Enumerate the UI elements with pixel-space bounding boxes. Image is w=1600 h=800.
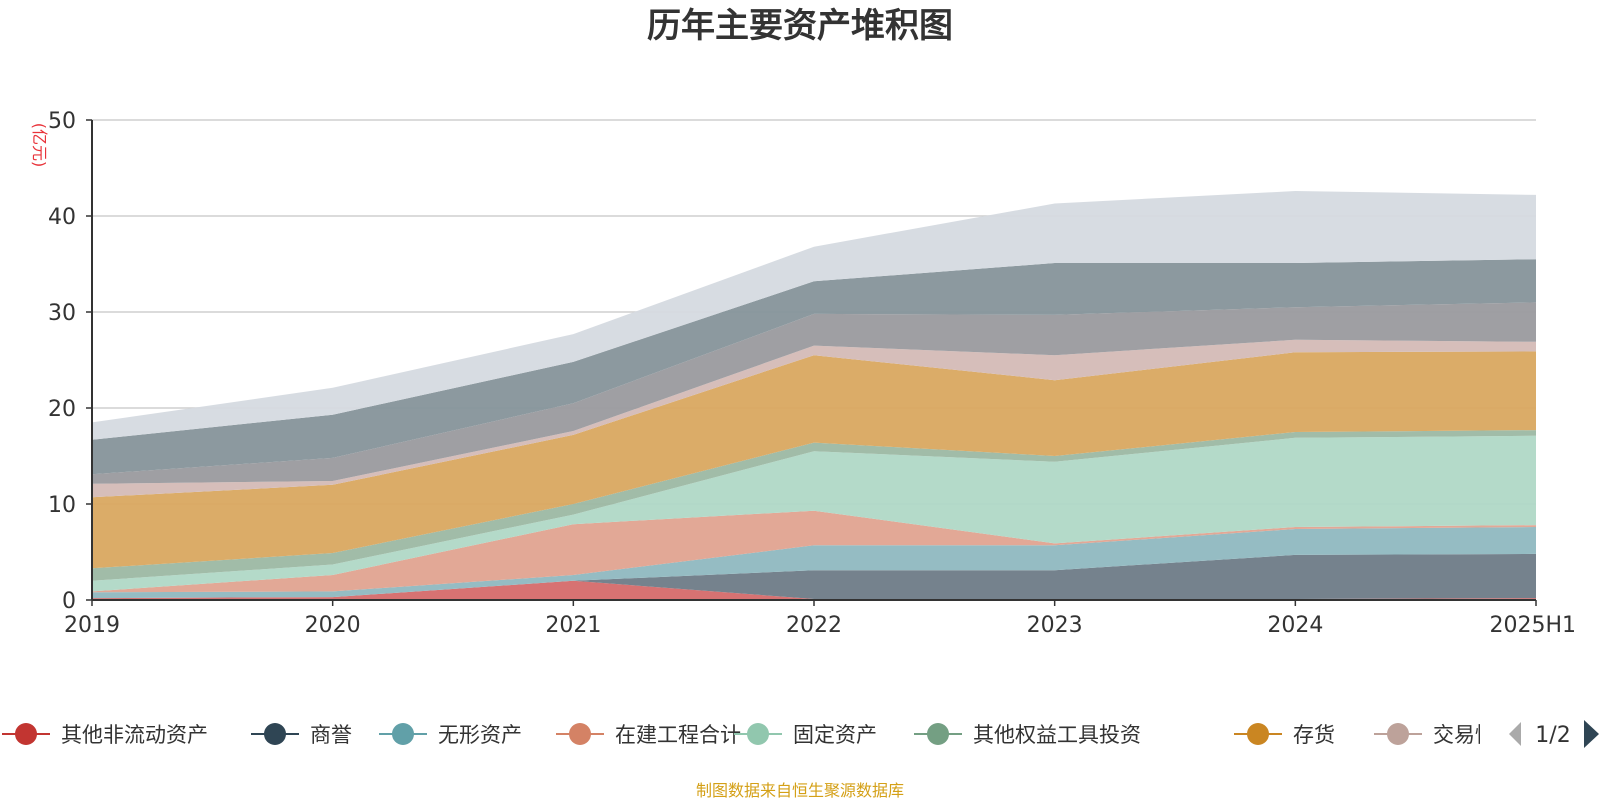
area-series-2[interactable] (92, 553, 1536, 599)
area-series-1[interactable] (92, 580, 1536, 600)
legend-prev-arrow-icon[interactable] (1509, 722, 1521, 746)
legend-item[interactable]: 其他非流动资产 (2, 723, 208, 747)
source-note: 制图数据来自恒生聚源数据库 (696, 781, 904, 800)
area-series-11[interactable] (92, 191, 1536, 440)
area-series-3[interactable] (92, 527, 1536, 599)
x-tick-label: 2020 (305, 613, 361, 638)
legend-item[interactable]: 在建工程合计 (556, 723, 741, 747)
legend-next-arrow-icon[interactable] (1584, 720, 1599, 748)
legend-item[interactable]: 固定资产 (734, 723, 877, 747)
legend-label: 无形资产 (438, 723, 522, 747)
legend-marker (1387, 723, 1409, 745)
area-series-8[interactable] (92, 339, 1536, 498)
legend-label: 其他权益工具投资 (973, 723, 1141, 747)
x-tick-label: 2021 (545, 613, 601, 638)
chart-title: 历年主要资产堆积图 (647, 6, 953, 46)
area-series-10[interactable] (92, 259, 1536, 475)
y-axis-unit: (亿元) (30, 123, 49, 168)
y-tick-label: 0 (62, 589, 76, 614)
area-series-5[interactable] (92, 435, 1536, 592)
area-series-9[interactable] (92, 302, 1536, 484)
x-tick-label: 2025H1 (1489, 613, 1576, 638)
legend-label: 其他非流动资产 (61, 723, 208, 747)
stacked-areas (92, 191, 1536, 600)
y-tick-label: 40 (48, 205, 76, 230)
legend-marker (569, 723, 591, 745)
x-tick-label: 2019 (64, 613, 120, 638)
legend-label: 固定资产 (793, 723, 877, 747)
legend-item[interactable]: 其他权益工具投资 (914, 723, 1141, 747)
legend-clip (1480, 714, 1600, 754)
legend-marker (747, 723, 769, 745)
axes: 0 10 20 30 40 50 2019 2020 2021 2022 2023 2024 2025H… (48, 109, 1576, 638)
legend-page-indicator: 1/2 (1535, 723, 1570, 748)
y-tick-label: 10 (48, 493, 76, 518)
y-tick-label: 50 (48, 109, 76, 134)
legend-marker (1247, 723, 1269, 745)
area-series-4[interactable] (92, 510, 1536, 593)
legend-marker (15, 723, 37, 745)
area-series-7[interactable] (92, 351, 1536, 569)
legend-item[interactable]: 交易性 (1374, 723, 1496, 747)
legend: 其他非流动资产 商誉 无形资产 在建工程合计 固定资产 其他权益工具投资 存货 交易性 1/2 (2, 714, 1600, 754)
legend-label: 商誉 (310, 723, 352, 747)
legend-marker (927, 723, 949, 745)
area-series-6[interactable] (92, 430, 1536, 581)
y-tick-label: 30 (48, 301, 76, 326)
legend-label: 在建工程合计 (615, 723, 741, 747)
x-tick-label: 2022 (786, 613, 842, 638)
legend-marker (264, 723, 286, 745)
legend-item[interactable]: 商誉 (251, 723, 352, 747)
x-tick-label: 2024 (1267, 613, 1323, 638)
legend-label: 存货 (1293, 723, 1335, 747)
legend-marker (392, 723, 414, 745)
y-tick-label: 20 (48, 397, 76, 422)
x-tick-label: 2023 (1027, 613, 1083, 638)
legend-item[interactable]: 无形资产 (379, 723, 522, 747)
legend-item[interactable]: 存货 (1234, 723, 1335, 747)
